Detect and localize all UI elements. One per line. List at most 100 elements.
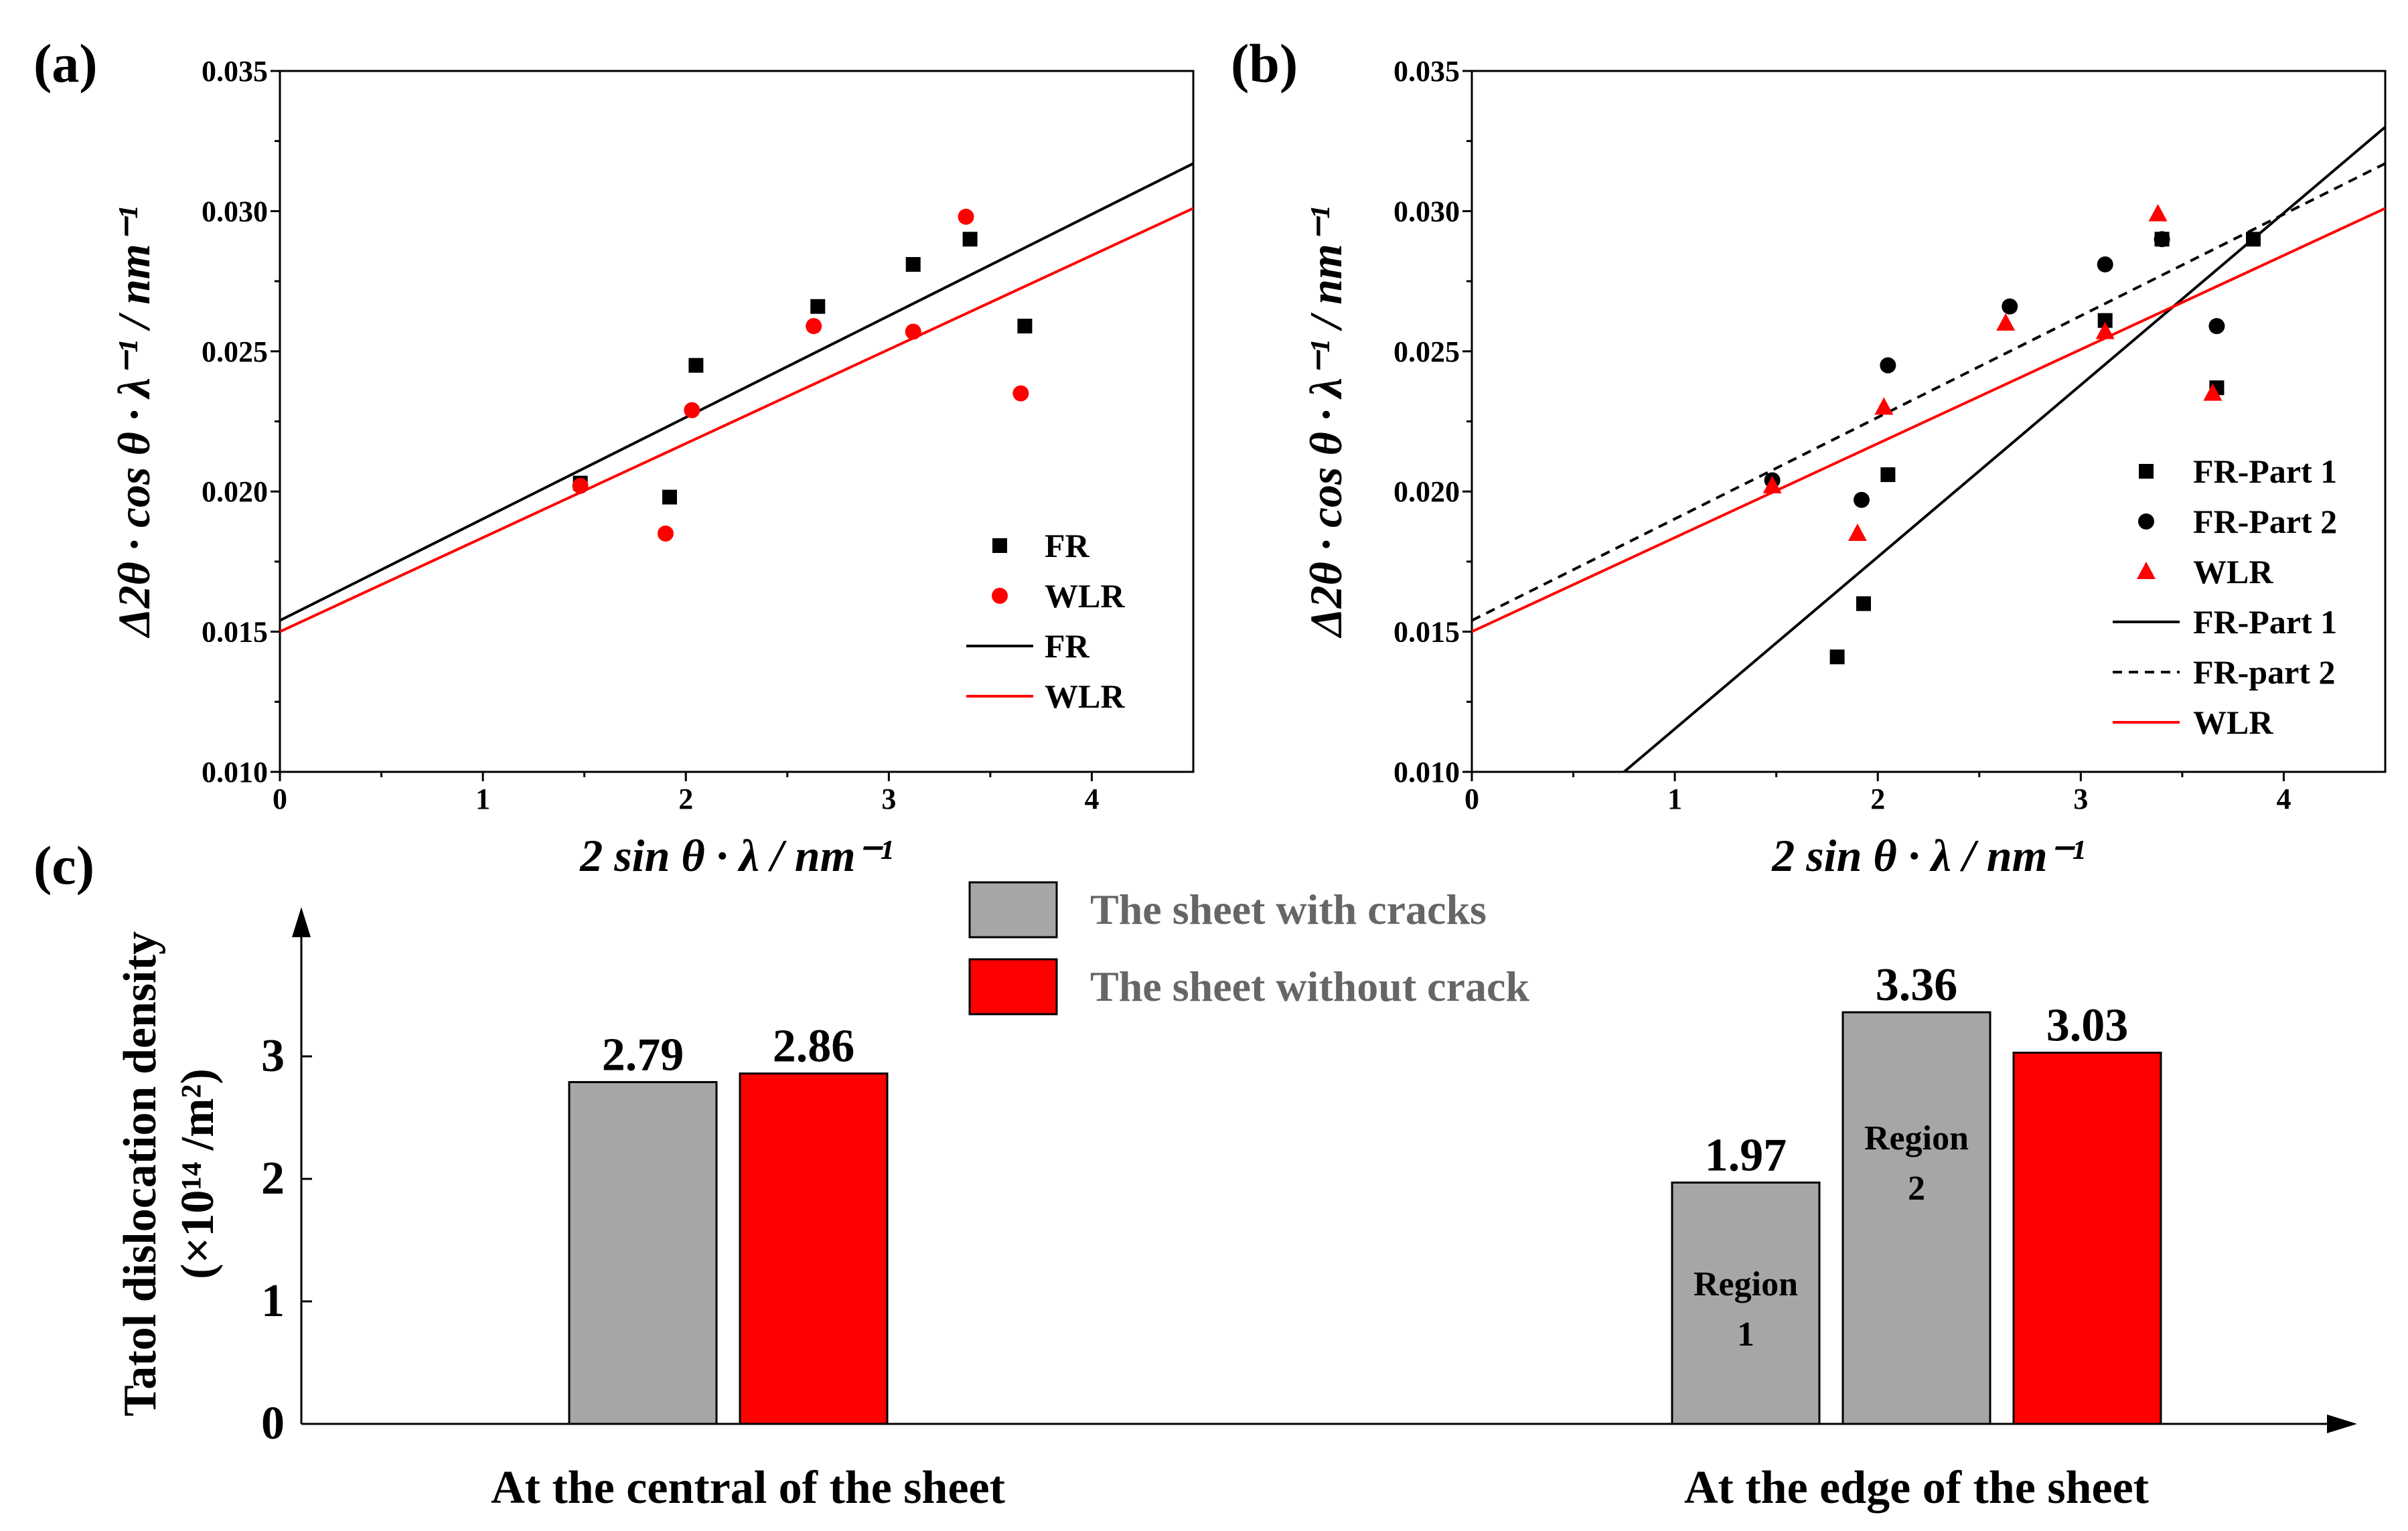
- data-point: [1856, 596, 1872, 611]
- y-tick-label: 0.020: [1394, 475, 1460, 508]
- x-tick-label: 2: [1870, 783, 1885, 815]
- data-point: [1853, 491, 1870, 508]
- region-label: 2: [1908, 1170, 1925, 1208]
- legend-label: WLR: [1045, 577, 1125, 615]
- legend-label: FR-Part 1: [2193, 603, 2337, 641]
- data-point: [958, 208, 974, 225]
- panel-label-a: (a): [33, 33, 98, 94]
- legend-label: WLR: [2193, 704, 2273, 741]
- data-point: [810, 299, 826, 314]
- x-axis-title: 2 sin θ · λ / nm⁻¹: [579, 830, 893, 881]
- y-axis-title-units: (×10¹⁴ /m²): [172, 1068, 224, 1279]
- y-tick-label: 2: [261, 1153, 285, 1204]
- data-point: [2002, 298, 2018, 315]
- y-tick-label: 0.035: [202, 55, 268, 88]
- data-point: [1012, 385, 1029, 402]
- data-point: [657, 526, 674, 542]
- data-point: [1874, 397, 1894, 415]
- y-tick-label: 0: [261, 1398, 285, 1449]
- data-point: [1017, 319, 1033, 334]
- region-label: 1: [1737, 1315, 1754, 1354]
- y-tick-label: 0.010: [1394, 756, 1460, 789]
- bar-value-label: 3.36: [1876, 959, 1958, 1011]
- legend-label: FR: [1045, 527, 1090, 564]
- legend-label: FR-Part 2: [2193, 503, 2337, 540]
- legend-label: FR-part 2: [2193, 653, 2335, 691]
- legend-marker: [2137, 562, 2156, 579]
- region-label: Region: [1864, 1119, 1969, 1157]
- panel-label-b: (b): [1231, 33, 1298, 94]
- y-tick-label: 3: [261, 1030, 285, 1082]
- fit-lines: [280, 162, 1193, 633]
- data-point: [1848, 523, 1867, 542]
- x-tick-label: 2: [678, 783, 693, 815]
- bar-value-label: 1.97: [1705, 1129, 1787, 1181]
- bar-chart-c: 0 1 2 3 Tatol dislocation density (×10¹⁴ /m²)…: [115, 881, 2357, 1514]
- x-axis-title: 2 sin θ · λ / nm⁻¹: [1771, 830, 2085, 881]
- data-point: [1762, 475, 1782, 493]
- data-point: [1880, 357, 1896, 374]
- data-point: [905, 256, 921, 272]
- legend-label: FR-Part 1: [2193, 453, 2337, 490]
- data-point: [684, 402, 700, 418]
- data-point: [572, 477, 589, 494]
- y-tick-label: 0.030: [202, 195, 268, 228]
- fit-line: [280, 162, 1193, 622]
- fit-line: [280, 207, 1193, 633]
- x-tick-label: 4: [2276, 783, 2291, 815]
- category-label: At the edge of the sheet: [1684, 1462, 2149, 1514]
- bar: [739, 1072, 889, 1425]
- legend-label: The sheet with cracks: [1090, 886, 1487, 933]
- bar: [1671, 1181, 1821, 1425]
- data-point: [2208, 318, 2225, 335]
- y-tick-label: 0.035: [1394, 55, 1460, 88]
- legend-label: WLR: [1045, 677, 1125, 715]
- legend-label: FR: [1045, 627, 1090, 665]
- data-point: [1829, 649, 1845, 665]
- data-point: [2148, 204, 2168, 222]
- bar-value-label: 2.86: [773, 1021, 855, 1072]
- x-tick-label: 3: [2073, 783, 2088, 815]
- data-point: [2245, 232, 2261, 247]
- y-tick-label: 0.015: [1394, 616, 1460, 649]
- y-tick-label: 0.025: [1394, 335, 1460, 368]
- bar: [2012, 1052, 2162, 1425]
- data-point: [1880, 467, 1896, 483]
- y-tick-label: 0.025: [202, 335, 268, 368]
- bar-value-label: 2.79: [602, 1029, 684, 1080]
- y-tick-label: 0.030: [1394, 195, 1460, 228]
- y-tick-label: 0.015: [202, 616, 268, 649]
- data-point: [1996, 313, 2016, 331]
- y-tick-label: 0.020: [202, 475, 268, 508]
- legend-swatch: [968, 958, 1058, 1016]
- legend-marker: [992, 588, 1008, 604]
- data-point: [662, 489, 677, 505]
- data-point: [905, 323, 921, 340]
- y-tick-label: 0.010: [202, 756, 268, 789]
- x-tick-label: 0: [1464, 783, 1479, 815]
- bar-value-label: 3.03: [2046, 1000, 2129, 1052]
- panel-label-c: (c): [33, 835, 94, 896]
- x-tick-label: 3: [881, 783, 896, 815]
- data-point: [962, 232, 978, 247]
- fit-line: [1472, 207, 2385, 633]
- data-point: [2203, 383, 2223, 401]
- y-tick-label: 1: [261, 1275, 285, 1327]
- legend-marker: [992, 538, 1007, 553]
- bar: [568, 1080, 718, 1425]
- data-point: [2097, 256, 2113, 272]
- category-label: At the central of the sheet: [491, 1462, 1005, 1514]
- legend-swatch: [968, 881, 1058, 939]
- scatter-plot-b: 0 1 2 3 4 0.010 0.015 0.020 0.025 0.030 0.035 2 sin…: [1300, 55, 2387, 881]
- scatter-plot-a: 0 1 2 3 4 0.010 0.015 0.020 0.025 0.030 0.035 2 sin…: [108, 55, 1195, 881]
- x-tick-label: 1: [475, 783, 490, 815]
- y-axis-title: Δ2θ · cos θ · λ⁻¹ / nm⁻¹: [108, 206, 159, 639]
- legend-marker: [2139, 464, 2154, 479]
- x-tick-label: 1: [1667, 783, 1682, 815]
- data-point: [806, 318, 822, 335]
- legend-marker: [2138, 513, 2154, 530]
- bar: [1841, 1011, 1991, 1425]
- data-point: [2095, 321, 2115, 339]
- y-axis-title: Δ2θ · cos θ · λ⁻¹ / nm⁻¹: [1300, 206, 1351, 639]
